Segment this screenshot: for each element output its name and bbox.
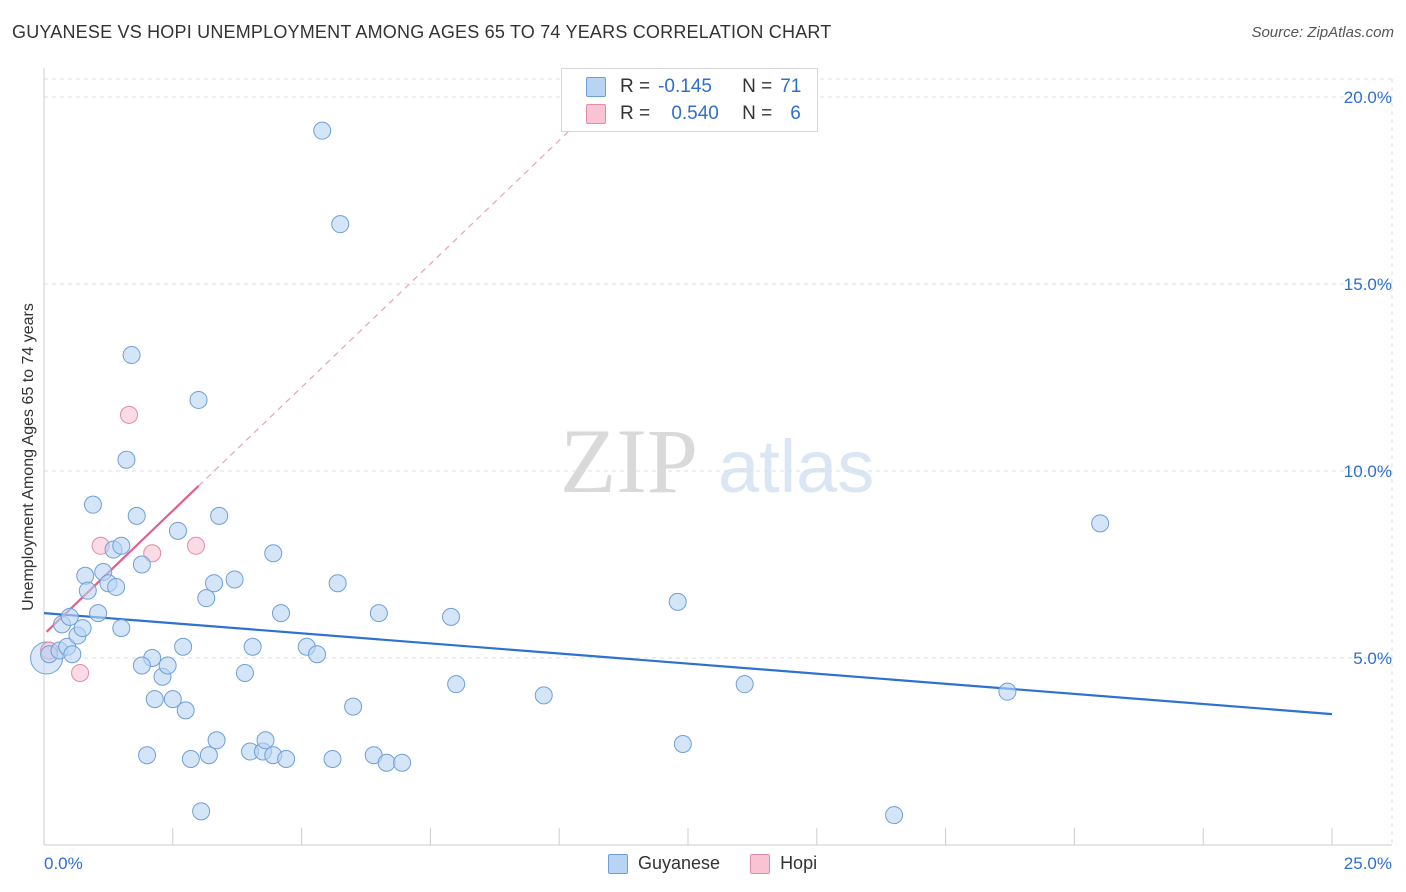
guyanese-point bbox=[277, 749, 296, 768]
guyanese-point bbox=[189, 390, 208, 409]
legend-row-hopi: R = 0.540 N = 6 bbox=[586, 102, 801, 126]
guyanese-point bbox=[205, 574, 224, 593]
hopi-legend-label: Hopi bbox=[780, 853, 818, 873]
hopi-trend-extension bbox=[198, 115, 586, 487]
guyanese-n-value: 71 bbox=[780, 76, 802, 97]
guyanese-point bbox=[174, 637, 193, 656]
guyanese-point bbox=[885, 806, 904, 825]
guyanese-legend-swatch bbox=[608, 853, 628, 874]
y-tick-label: 15.0% bbox=[1344, 275, 1392, 294]
guyanese-point bbox=[447, 675, 466, 694]
guyanese-point bbox=[210, 506, 229, 525]
guyanese-point bbox=[331, 215, 350, 234]
hopi-point bbox=[186, 536, 205, 555]
watermark-zip: ZIP bbox=[560, 410, 698, 512]
guyanese-r-value: -0.145 bbox=[658, 76, 712, 97]
hopi-r-label: R = bbox=[620, 103, 651, 124]
guyanese-point bbox=[122, 346, 141, 365]
guyanese-point bbox=[735, 675, 754, 694]
guyanese-point bbox=[145, 690, 164, 709]
guyanese-point bbox=[181, 749, 200, 768]
guyanese-point bbox=[243, 637, 262, 656]
x-tick-label: 25.0% bbox=[1344, 854, 1392, 873]
guyanese-point bbox=[256, 731, 275, 750]
guyanese-point bbox=[76, 566, 95, 585]
guyanese-point bbox=[271, 604, 290, 623]
data-points bbox=[30, 121, 1110, 825]
guyanese-point bbox=[225, 570, 244, 589]
guyanese-point bbox=[393, 753, 412, 772]
guyanese-point bbox=[323, 749, 342, 768]
series-legend: Guyanese Hopi bbox=[608, 853, 847, 874]
guyanese-point bbox=[998, 682, 1017, 701]
guyanese-r-label: R = bbox=[620, 76, 651, 97]
guyanese-point bbox=[192, 802, 211, 821]
guyanese-point bbox=[673, 735, 692, 754]
tick-labels: 5.0% 10.0% 15.0% 20.0% 0.0% 25.0% bbox=[44, 88, 1392, 873]
hopi-legend-swatch bbox=[750, 853, 771, 874]
guyanese-point bbox=[534, 686, 553, 705]
guyanese-point bbox=[328, 574, 347, 593]
guyanese-legend-label: Guyanese bbox=[638, 853, 721, 873]
guyanese-point bbox=[344, 697, 363, 716]
source-label: Source: ZipAtlas.com bbox=[1251, 24, 1394, 41]
guyanese-point bbox=[308, 645, 327, 664]
axes bbox=[43, 68, 1392, 846]
guyanese-trend-line bbox=[43, 612, 1333, 716]
hopi-point bbox=[71, 663, 90, 682]
guyanese-point bbox=[83, 495, 102, 514]
guyanese-point bbox=[89, 604, 108, 623]
guyanese-point bbox=[138, 746, 157, 765]
guyanese-point bbox=[197, 589, 216, 608]
hopi-n-value: 6 bbox=[790, 103, 801, 124]
legend-row-guyanese: R = -0.145 N = 71 bbox=[586, 75, 801, 99]
guyanese-point bbox=[442, 607, 461, 626]
x-tick-label: 0.0% bbox=[44, 854, 83, 873]
legend-item-guyanese: Guyanese bbox=[608, 853, 720, 874]
guyanese-point bbox=[176, 701, 195, 720]
guyanese-point bbox=[207, 731, 226, 750]
guyanese-point bbox=[158, 656, 177, 675]
stats-legend: R = -0.145 N = 71 R = 0.540 N = 6 bbox=[561, 68, 818, 132]
watermark-atlas: atlas bbox=[718, 425, 874, 508]
guyanese-point bbox=[127, 506, 146, 525]
y-tick-label: 10.0% bbox=[1344, 462, 1392, 481]
guyanese-point bbox=[132, 656, 151, 675]
hopi-point bbox=[143, 544, 162, 563]
guyanese-point bbox=[377, 753, 396, 772]
hopi-trend-line bbox=[45, 485, 200, 633]
y-tick-label: 20.0% bbox=[1344, 88, 1392, 107]
guyanese-swatch bbox=[586, 77, 606, 97]
guyanese-point bbox=[199, 746, 218, 765]
chart-title: GUYANESE VS HOPI UNEMPLOYMENT AMONG AGES… bbox=[12, 22, 832, 42]
guyanese-point bbox=[78, 581, 97, 600]
trend-lines bbox=[43, 115, 1333, 716]
guyanese-point bbox=[168, 521, 187, 540]
hopi-n-label: N = bbox=[742, 103, 773, 124]
guyanese-point bbox=[112, 619, 131, 638]
guyanese-point bbox=[235, 663, 254, 682]
guyanese-point bbox=[668, 592, 687, 611]
hopi-point bbox=[120, 405, 139, 424]
guyanese-point bbox=[369, 604, 388, 623]
guyanese-point bbox=[60, 607, 79, 626]
y-tick-label: 5.0% bbox=[1353, 649, 1392, 668]
guyanese-point bbox=[107, 577, 126, 596]
guyanese-point bbox=[1091, 514, 1110, 533]
legend-item-hopi: Hopi bbox=[750, 853, 817, 874]
guyanese-point bbox=[313, 121, 332, 140]
guyanese-point bbox=[112, 536, 131, 555]
hopi-swatch bbox=[586, 104, 606, 124]
guyanese-point bbox=[117, 450, 136, 469]
guyanese-point bbox=[264, 544, 283, 563]
guyanese-point bbox=[63, 645, 82, 664]
guyanese-n-label: N = bbox=[742, 76, 773, 97]
hopi-r-value: 0.540 bbox=[671, 103, 719, 124]
guyanese-point bbox=[163, 690, 182, 709]
guyanese-point bbox=[132, 555, 151, 574]
guyanese-point bbox=[73, 619, 92, 638]
